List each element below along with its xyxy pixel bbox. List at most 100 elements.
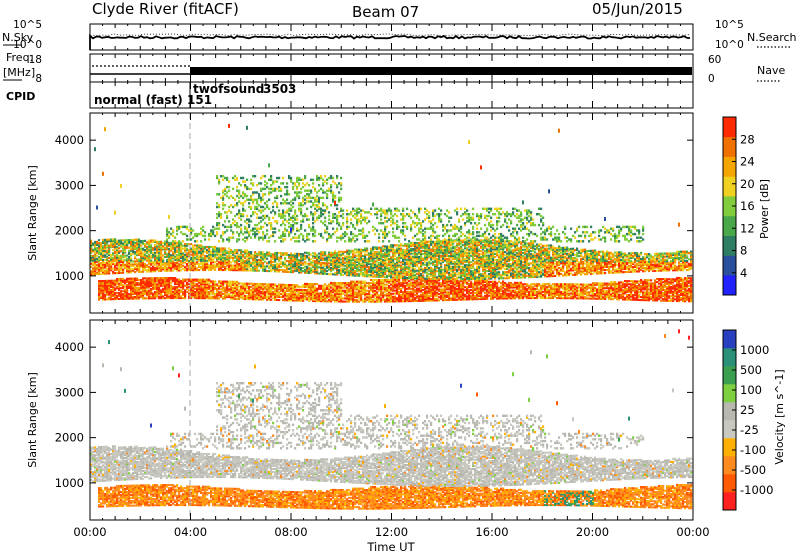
scatter-cell <box>344 265 346 267</box>
scatter-cell <box>290 208 292 210</box>
scatter-cell <box>252 199 254 201</box>
scatter-cell <box>168 242 170 244</box>
scatter-cell <box>358 301 360 303</box>
scatter-cell <box>296 240 298 242</box>
scatter-cell <box>158 296 160 298</box>
scatter-cell <box>300 191 302 193</box>
scatter-cell <box>336 282 338 284</box>
scatter-cell <box>168 231 170 233</box>
scatter-cell <box>160 289 162 291</box>
scatter-cell <box>348 294 350 296</box>
scatter-cell <box>338 269 340 271</box>
scatter-cell <box>356 255 358 257</box>
scatter-cell <box>118 298 120 300</box>
scatter-cell <box>316 254 318 256</box>
scatter-cell <box>356 273 358 275</box>
scatter-cell <box>314 211 316 213</box>
scatter-cell <box>380 222 382 224</box>
scatter-cell <box>362 235 364 237</box>
scatter-cell <box>140 291 142 293</box>
scatter-cell <box>174 262 176 264</box>
scatter-cell <box>226 177 228 179</box>
scatter-cell <box>314 235 316 237</box>
scatter-cell <box>226 238 228 240</box>
scatter-cell <box>296 293 298 295</box>
scatter-cell <box>322 190 324 192</box>
scatter-cell <box>208 254 210 256</box>
scatter-cell <box>144 249 146 251</box>
scatter-cell <box>174 277 176 279</box>
scatter-cell <box>174 237 176 239</box>
scatter-cell <box>298 191 300 193</box>
scatter-cell <box>140 271 142 273</box>
scatter-cell <box>332 228 334 230</box>
scatter-cell <box>164 241 166 243</box>
scatter-cell <box>286 202 288 204</box>
scatter-cell <box>282 299 284 301</box>
scatter-cell <box>366 222 368 224</box>
scatter-cell <box>312 226 314 228</box>
scatter-cell <box>260 283 262 285</box>
scatter-cell <box>102 239 104 241</box>
scatter-cell <box>346 256 348 258</box>
scatter-cell <box>310 206 312 208</box>
scatter-cell <box>370 282 372 284</box>
scatter-cell <box>382 279 384 281</box>
scatter-cell <box>208 283 210 285</box>
scatter-cell <box>354 259 356 261</box>
scatter-cell <box>132 263 134 265</box>
scatter-cell <box>120 290 122 292</box>
scatter-cell <box>302 186 304 188</box>
scatter-cell <box>272 206 274 208</box>
scatter-cell <box>150 244 152 246</box>
scatter-cell <box>270 235 272 237</box>
scatter-cell <box>338 282 340 284</box>
scatter-cell <box>376 263 378 265</box>
scatter-cell <box>306 263 308 265</box>
scatter-cell <box>250 229 252 231</box>
scatter-cell <box>324 224 326 226</box>
scatter-cell <box>278 213 280 215</box>
scatter-cell <box>280 284 282 286</box>
scatter-cell <box>178 263 180 265</box>
scatter-cell <box>280 266 282 268</box>
scatter-cell <box>322 182 324 184</box>
scatter-cell <box>172 286 174 288</box>
scatter-cell <box>290 238 292 240</box>
scatter-cell <box>232 287 234 289</box>
scatter-cell <box>292 199 294 201</box>
scatter-cell <box>348 282 350 284</box>
scatter-cell <box>258 182 260 184</box>
scatter-cell <box>298 259 300 261</box>
scatter-cell <box>260 197 262 199</box>
scatter-cell <box>264 291 266 293</box>
scatter-cell <box>114 280 116 282</box>
scatter-cell <box>354 270 356 272</box>
scatter-cell <box>138 287 140 289</box>
scatter-cell <box>288 218 290 220</box>
scatter-cell <box>234 179 236 181</box>
scatter-cell <box>352 281 354 283</box>
scatter-cell <box>248 199 250 201</box>
scatter-cell <box>310 254 312 256</box>
scatter-cell <box>384 299 386 301</box>
scatter-cell <box>164 256 166 258</box>
scatter-cell <box>320 251 322 253</box>
scatter-cell <box>318 256 320 258</box>
scatter-cell <box>296 222 298 224</box>
scatter-cell <box>114 292 116 294</box>
scatter-cell <box>250 289 252 291</box>
scatter-cell <box>266 265 268 267</box>
scatter-cell <box>304 261 306 263</box>
scatter-cell <box>342 282 344 284</box>
scatter-cell <box>236 202 238 204</box>
scatter-cell <box>198 251 200 253</box>
scatter-cell <box>260 237 262 239</box>
scatter-cell <box>282 284 284 286</box>
scatter-cell <box>294 209 296 211</box>
scatter-cell <box>386 279 388 281</box>
scatter-cell <box>220 247 222 249</box>
scatter-cell <box>362 258 364 260</box>
scatter-cell <box>224 281 226 283</box>
scatter-cell <box>288 202 290 204</box>
